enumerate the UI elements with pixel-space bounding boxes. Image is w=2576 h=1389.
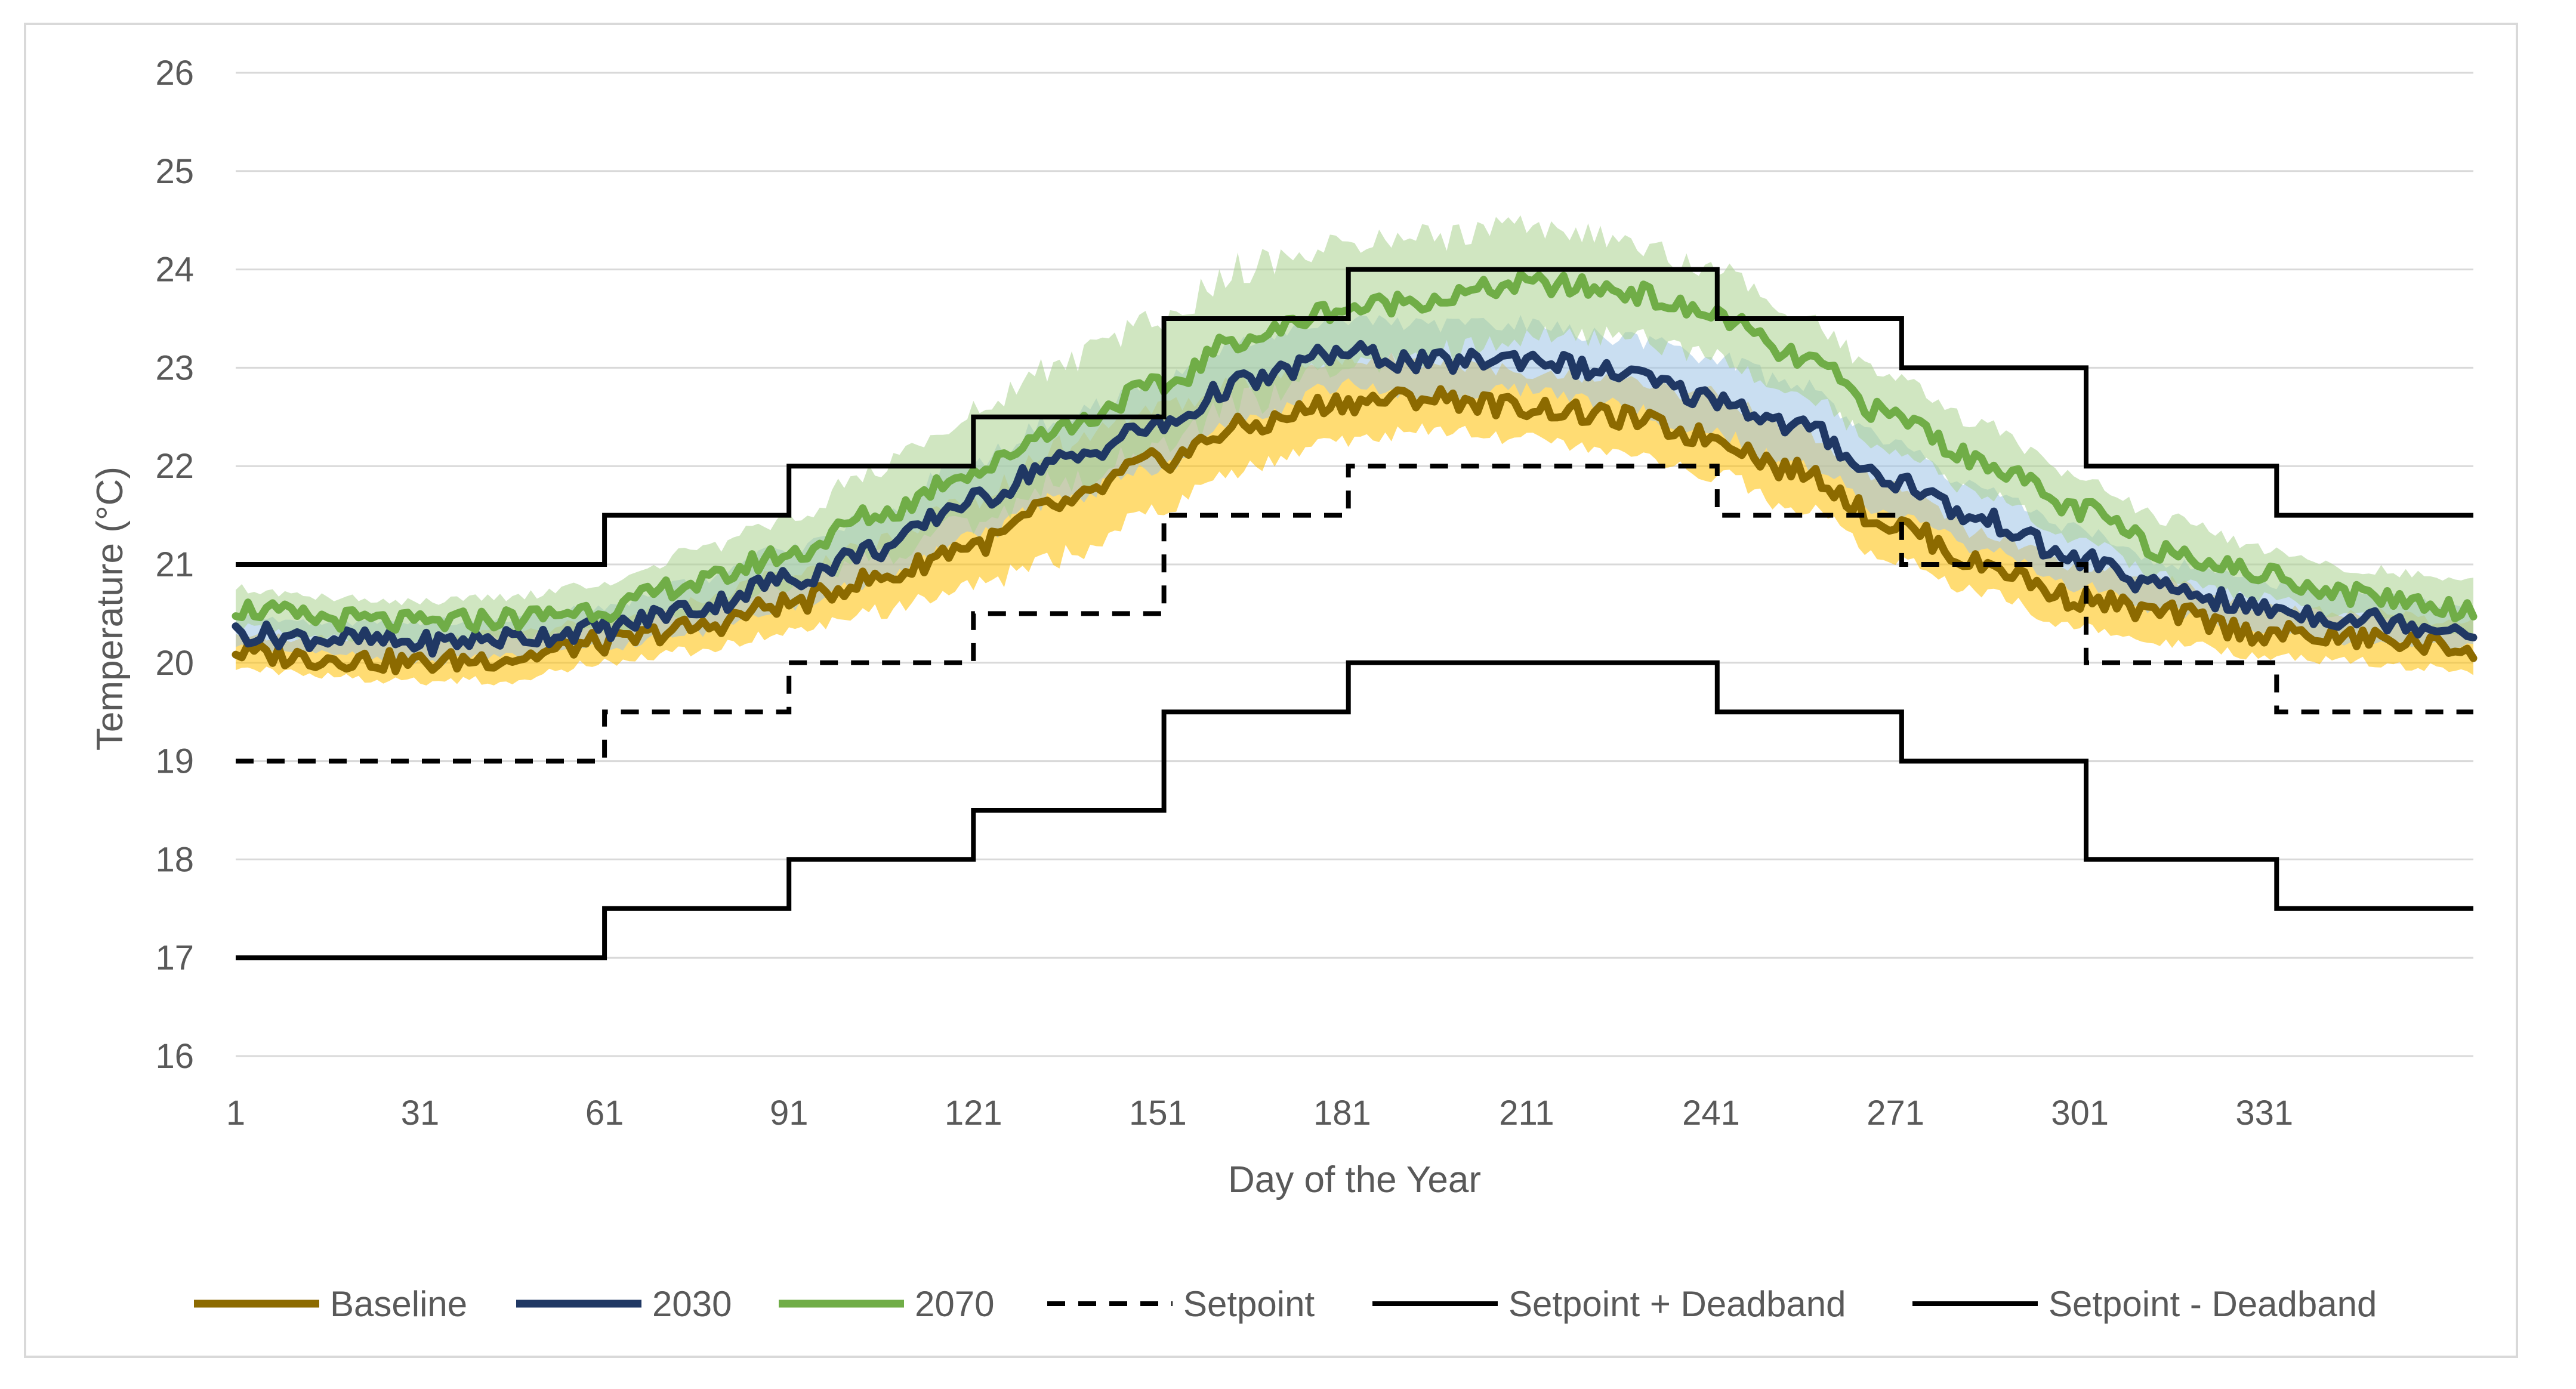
- y-tick-labels: 16 17 18 19 20 21 22 23 24 25 26: [155, 54, 194, 1076]
- y-tick-label-26: 26: [155, 54, 194, 92]
- chart-frame: [24, 23, 2518, 1358]
- legend-label: 2070: [915, 1284, 994, 1324]
- band-2070: [236, 215, 2473, 647]
- legend-label: Setpoint + Deadband: [1508, 1284, 1846, 1324]
- series-line-setpoint-deadband: [236, 660, 2473, 961]
- x-tick-label-151: 151: [1129, 1094, 1187, 1132]
- legend-item-setpoint-deadband: Setpoint + Deadband: [1372, 1284, 1846, 1324]
- x-tick-label-331: 331: [2235, 1094, 2293, 1132]
- legend-item-setpoint-deadband: Setpoint - Deadband: [1912, 1284, 2377, 1324]
- x-tick-label-61: 61: [585, 1094, 624, 1132]
- x-tick-labels: 1 31 61 91 121 151 181 211 241 271 301 331: [226, 1094, 2293, 1132]
- legend-item-2070: 2070: [779, 1284, 994, 1324]
- x-tick-label-241: 241: [1682, 1094, 1740, 1132]
- y-tick-label-25: 25: [155, 152, 194, 191]
- y-tick-label-17: 17: [155, 939, 194, 977]
- legend-label: 2030: [652, 1284, 732, 1324]
- x-tick-label-91: 91: [770, 1094, 809, 1132]
- y-tick-label-24: 24: [155, 251, 194, 289]
- legend-label: Setpoint: [1183, 1284, 1315, 1324]
- x-tick-label-1: 1: [226, 1094, 245, 1132]
- x-tick-label-301: 301: [2051, 1094, 2109, 1132]
- series-line-setpoint: [236, 464, 2473, 764]
- x-tick-label-31: 31: [401, 1094, 440, 1132]
- y-tick-label-18: 18: [155, 840, 194, 879]
- legend-label: Baseline: [330, 1284, 467, 1324]
- x-tick-label-271: 271: [1867, 1094, 1924, 1132]
- x-tick-label-121: 121: [945, 1094, 1002, 1132]
- y-tick-label-21: 21: [155, 545, 194, 584]
- x-tick-label-211: 211: [1499, 1094, 1554, 1132]
- legend-item-baseline: Baseline: [194, 1284, 467, 1324]
- legend: Baseline 2030 2070 Setpoint Setpoint + Deadb…: [194, 1284, 2377, 1324]
- y-tick-label-22: 22: [155, 447, 194, 486]
- series-line-2070: [232, 270, 2478, 634]
- y-tick-label-23: 23: [155, 348, 194, 387]
- y-tick-label-16: 16: [155, 1037, 194, 1076]
- legend-label: Setpoint - Deadband: [2049, 1284, 2377, 1324]
- legend-item-setpoint: Setpoint: [1047, 1284, 1315, 1324]
- y-tick-label-20: 20: [155, 644, 194, 683]
- y-axis-title: Temperature (°C): [90, 467, 131, 751]
- x-tick-label-181: 181: [1313, 1094, 1371, 1132]
- series-line-setpoint-deadband: [236, 267, 2473, 567]
- y-tick-label-19: 19: [155, 742, 194, 781]
- series-line-2030: [232, 339, 2478, 658]
- legend-item-2030: 2030: [516, 1284, 732, 1324]
- line-layer: [232, 267, 2478, 961]
- x-axis-title: Day of the Year: [1228, 1159, 1481, 1200]
